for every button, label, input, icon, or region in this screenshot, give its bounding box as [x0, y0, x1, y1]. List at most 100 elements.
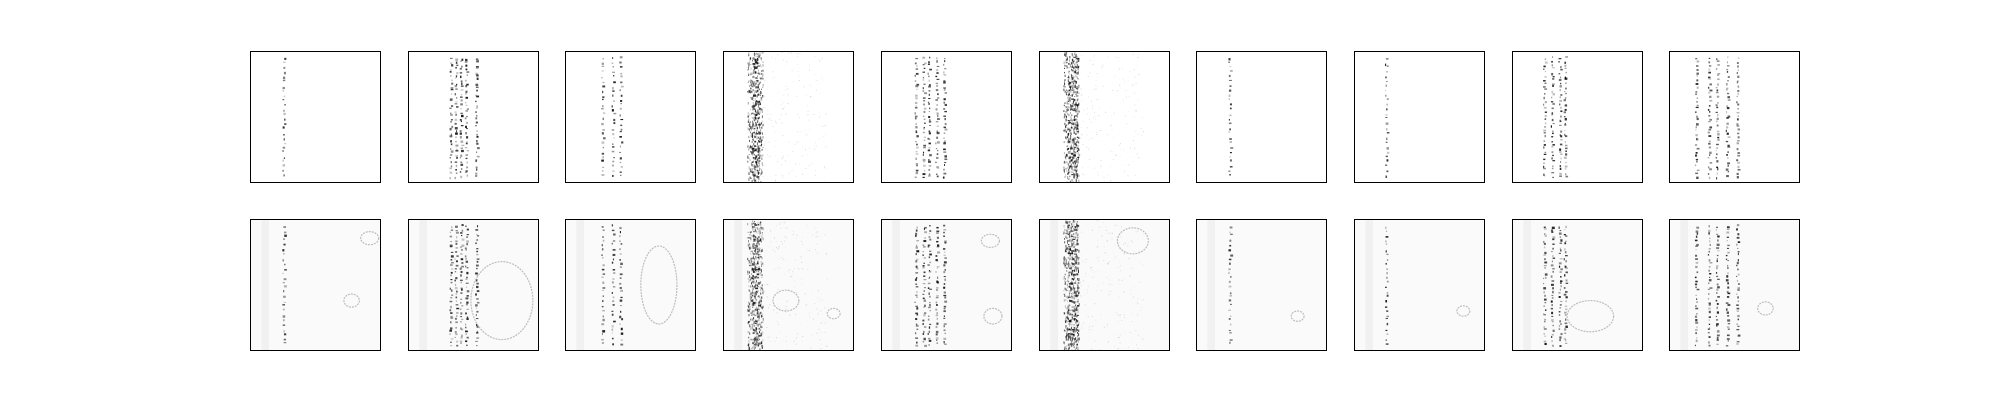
noise-dot — [767, 113, 769, 115]
streak-dot — [455, 296, 457, 299]
streak-dot — [936, 175, 939, 178]
noise-dot — [1104, 111, 1106, 113]
noise-dot — [1071, 157, 1073, 161]
noise-dot — [1069, 134, 1071, 138]
panel-background — [566, 220, 696, 350]
streak-dot — [283, 319, 285, 322]
streak-dot — [1737, 85, 1740, 88]
noise-dot — [1064, 221, 1066, 224]
noise-dot — [1120, 226, 1122, 228]
streak-dot — [1564, 153, 1567, 156]
streak-dot — [601, 77, 604, 79]
streak-dot — [450, 289, 453, 292]
noise-dot — [1096, 131, 1098, 133]
noise-dot — [1068, 264, 1070, 268]
noise-dot — [754, 329, 756, 333]
noise-dot — [751, 223, 753, 225]
streak-dot — [1069, 286, 1072, 290]
streak-dot — [1068, 85, 1071, 88]
streak-dot — [1559, 307, 1561, 309]
noise-dot — [1073, 141, 1075, 144]
streak-dot — [613, 75, 615, 77]
noise-dot — [1132, 251, 1134, 253]
panel-image — [1354, 220, 1484, 350]
streak-dot — [611, 310, 614, 312]
streak-dot — [464, 79, 467, 82]
noise-dot — [754, 180, 756, 182]
noise-dot — [1108, 261, 1110, 263]
streak-dot — [455, 155, 458, 157]
streak-dot — [1075, 170, 1077, 173]
streak-dot — [1544, 122, 1546, 125]
streak-dot — [922, 87, 924, 90]
noise-dot — [1063, 229, 1065, 231]
streak-dot — [602, 169, 604, 172]
noise-dot — [1095, 80, 1097, 82]
streak-dot — [612, 170, 616, 172]
noise-dot — [778, 267, 780, 269]
noise-dot — [761, 263, 762, 265]
streak-dot — [474, 272, 478, 275]
noise-dot — [754, 172, 756, 176]
streak-dot — [1073, 115, 1077, 117]
noise-dot — [748, 246, 750, 249]
streak-dot — [752, 89, 755, 91]
streak-dot — [449, 98, 453, 101]
streak-dot — [943, 115, 946, 117]
noise-dot — [1073, 123, 1075, 125]
streak-dot — [460, 65, 463, 68]
noise-dot — [1093, 167, 1095, 169]
streak-dot — [1717, 83, 1720, 86]
noise-dot — [1072, 161, 1074, 165]
streak-dot — [1715, 157, 1718, 159]
streak-dot — [1069, 156, 1073, 158]
noise-dot — [1135, 110, 1137, 112]
streak-dot — [454, 103, 458, 105]
streak-dot — [620, 266, 623, 269]
streak-dot — [752, 277, 754, 280]
streak-dot — [1073, 122, 1076, 125]
panel-image — [1670, 220, 1800, 350]
noise-dot — [793, 286, 795, 288]
noise-dot — [796, 53, 798, 55]
noise-dot — [750, 72, 752, 75]
noise-dot — [758, 73, 760, 76]
noise-dot — [756, 158, 758, 161]
streak-dot — [1695, 126, 1698, 129]
streak-dot — [935, 108, 938, 111]
streak-dot — [1696, 326, 1698, 329]
streak-dot — [465, 286, 467, 288]
streak-dot — [450, 297, 452, 299]
streak-dot — [1075, 174, 1078, 177]
noise-dot — [1075, 88, 1077, 90]
noise-dot — [778, 138, 780, 140]
noise-dot — [1074, 249, 1076, 252]
streak-dot — [450, 315, 453, 319]
streak-dot — [751, 310, 755, 313]
streak-dot — [1069, 320, 1072, 323]
streak-dot — [459, 103, 463, 106]
streak-dot — [1559, 94, 1562, 96]
noise-dot — [757, 171, 759, 175]
streak-dot — [466, 150, 469, 152]
streak-dot — [1386, 315, 1389, 318]
streak-dot — [916, 83, 919, 86]
noise-dot — [1066, 136, 1068, 139]
streak-dot — [1230, 70, 1233, 72]
streak-dot — [1075, 344, 1078, 346]
streak-dot — [1229, 244, 1232, 247]
noise-dot — [1114, 56, 1116, 58]
streak-dot — [1543, 318, 1546, 321]
noise-dot — [1065, 307, 1067, 310]
noise-dot — [757, 340, 759, 342]
noise-dot — [758, 116, 760, 119]
noise-dot — [759, 82, 761, 85]
noise-dot — [1073, 277, 1075, 279]
noise-dot — [761, 115, 763, 119]
noise-dot — [1074, 326, 1076, 330]
streak-dot — [612, 94, 614, 97]
streak-dot — [464, 225, 467, 228]
streak-dot — [283, 338, 287, 341]
streak-dot — [935, 121, 939, 123]
streak-dot — [465, 276, 468, 279]
